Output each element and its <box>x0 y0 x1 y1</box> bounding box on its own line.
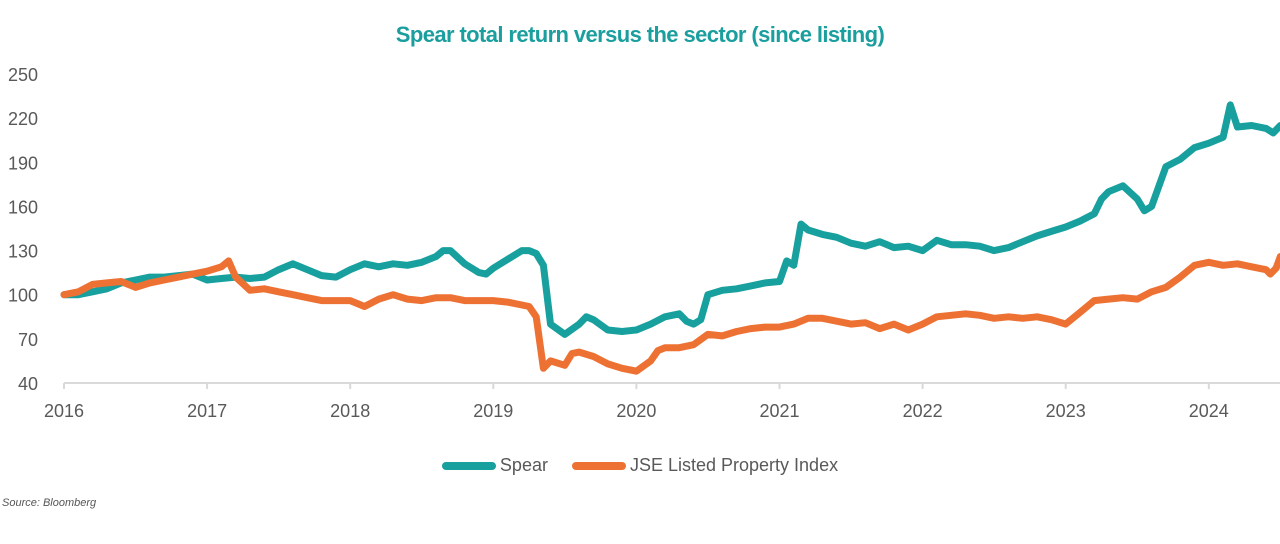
y-tick-label: 250 <box>8 65 38 85</box>
legend-label-jse-property-index: JSE Listed Property Index <box>629 455 839 475</box>
x-axis: 2016 2017 2018 2019 2020 2021 2022 2023 2024 <box>44 382 1280 421</box>
y-tick-label: 220 <box>8 109 38 129</box>
legend-item-spear[interactable]: Spear <box>441 455 548 476</box>
x-tick-label: 2023 <box>1046 401 1086 421</box>
source-note: Source: Bloomberg <box>2 497 97 509</box>
legend-swatch-jse-property-index <box>571 461 626 470</box>
series-line-spear <box>60 101 1280 338</box>
y-tick-label: 70 <box>18 330 38 350</box>
y-tick-label: 160 <box>8 197 38 217</box>
legend-item-jse-property-index[interactable]: JSE Listed Property Index <box>571 455 839 476</box>
x-tick-label: 2022 <box>903 401 943 421</box>
legend-swatch-spear <box>441 461 496 470</box>
x-tick-label: 2021 <box>759 401 799 421</box>
legend-label-spear: Spear <box>499 455 548 475</box>
y-tick-label: 190 <box>8 153 38 173</box>
x-tick-label: 2024 <box>1189 401 1229 421</box>
y-tick-label: 130 <box>8 242 38 262</box>
x-tick-label: 2019 <box>473 401 513 421</box>
x-tick-label: 2020 <box>616 401 656 421</box>
y-tick-label: 40 <box>18 374 38 394</box>
x-tick-label: 2017 <box>187 401 227 421</box>
series-layer <box>60 101 1280 375</box>
y-tick-label: 100 <box>8 286 38 306</box>
y-axis: 40 70 100 130 160 190 220 250 <box>8 65 38 394</box>
legend: Spear JSE Listed Property Index <box>0 455 1280 476</box>
chart-title: Spear total return versus the sector (si… <box>395 22 885 47</box>
x-tick-label: 2018 <box>330 401 370 421</box>
series-line-jse-listed-property-index <box>60 253 1280 375</box>
x-tick-label: 2016 <box>44 401 84 421</box>
